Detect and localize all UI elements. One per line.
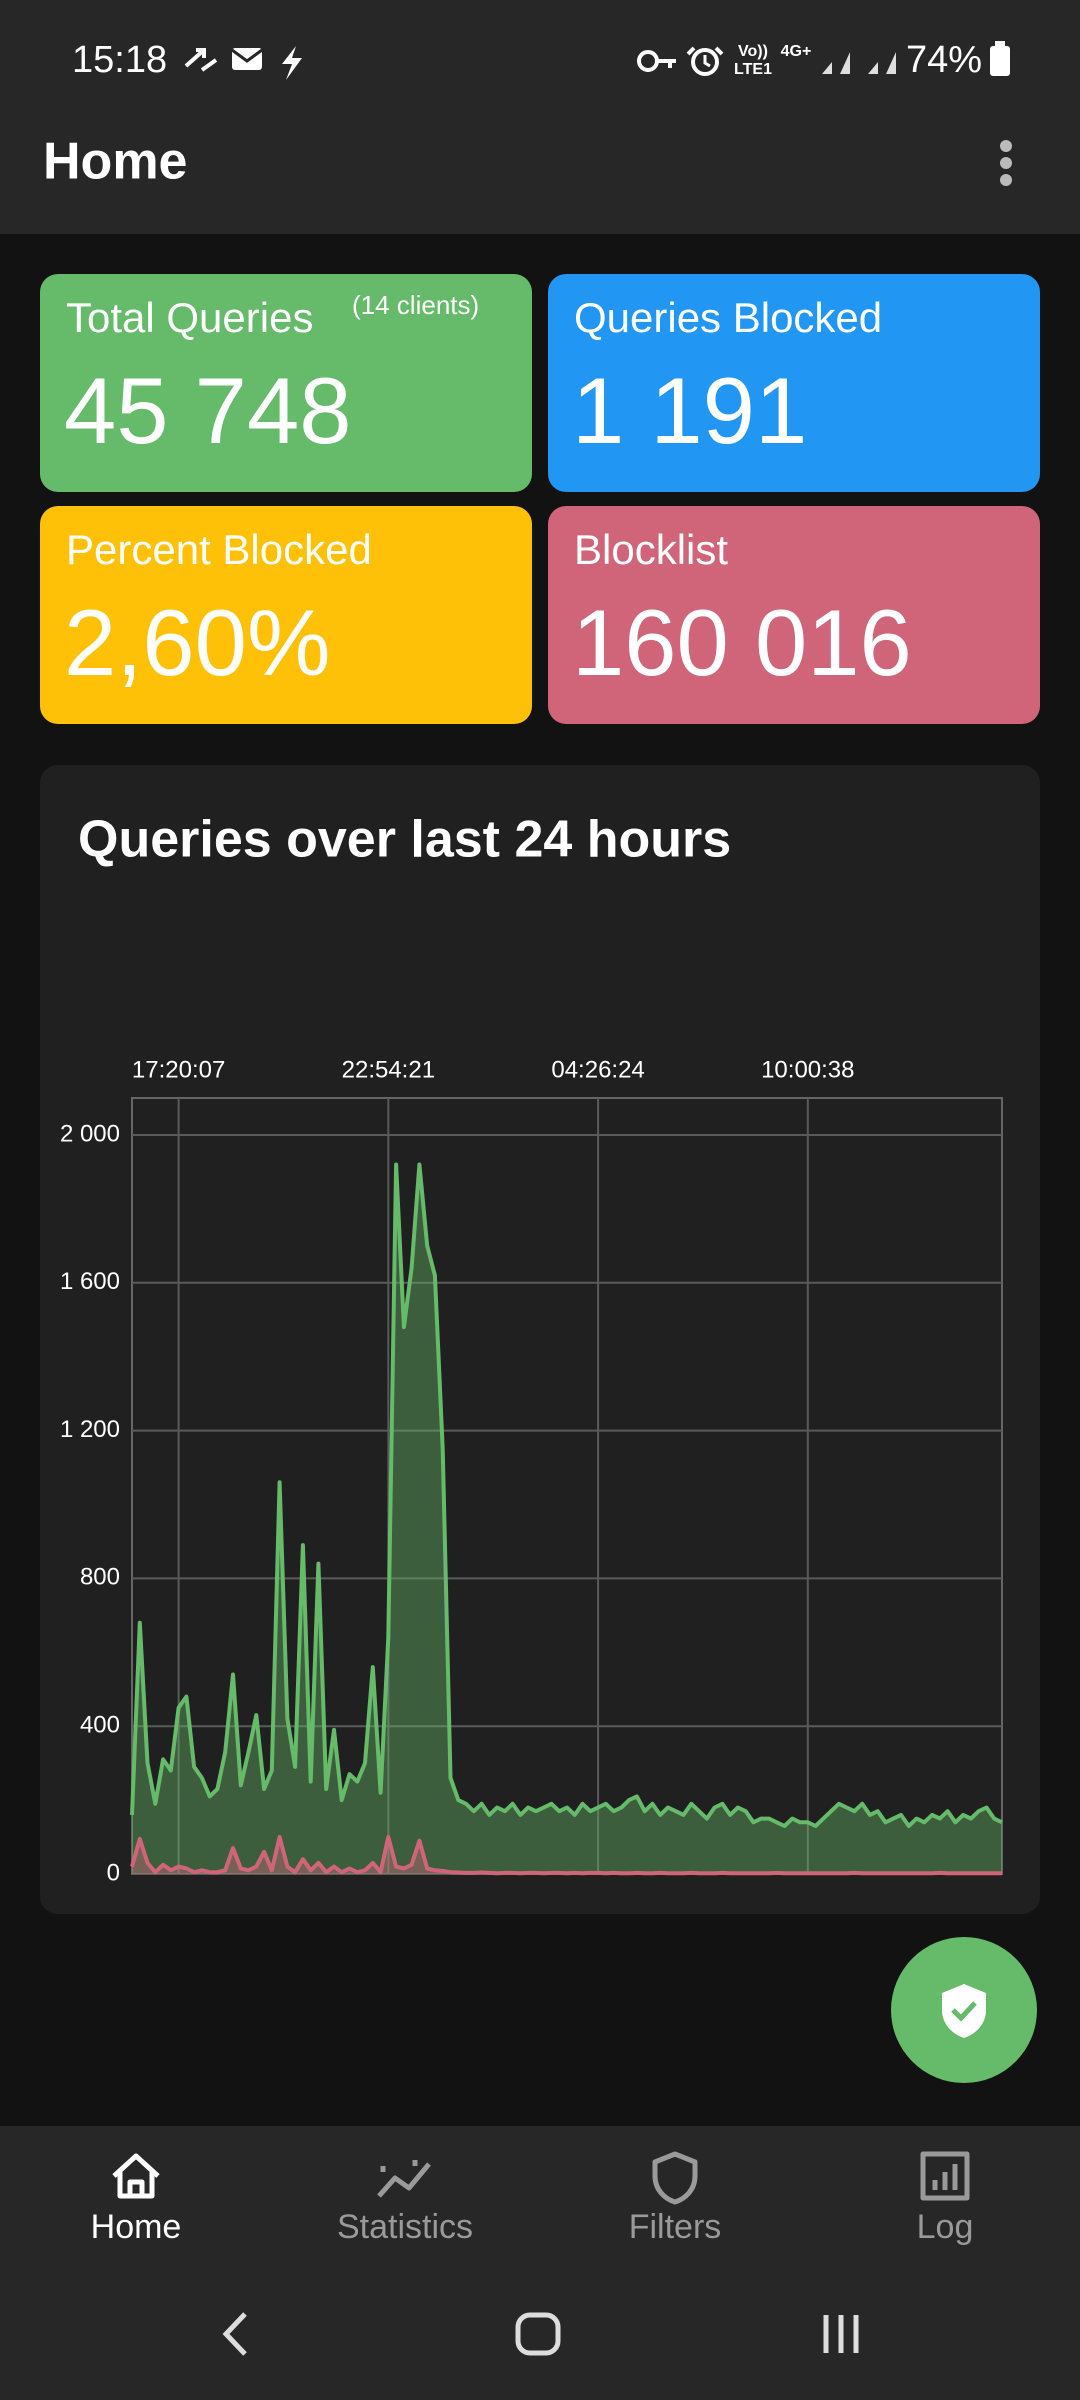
card-title: Percent Blocked xyxy=(66,526,372,573)
series-line xyxy=(130,1162,1003,1828)
y-tick-label: 800 xyxy=(80,1564,120,1591)
x-tick-label: 04:26:24 xyxy=(551,1056,644,1083)
stat-card: Queries Blocked 1 191 xyxy=(548,274,1040,492)
chart-card xyxy=(40,765,1040,1914)
stat-card: Percent Blocked 2,60% xyxy=(40,506,532,724)
card-value: 2,60% xyxy=(64,590,331,695)
x-tick-label: 22:54:21 xyxy=(342,1056,435,1083)
nav-icon xyxy=(377,2160,431,2198)
stat-card: Blocklist 160 016 xyxy=(548,506,1040,724)
nav-icon xyxy=(652,2151,698,2205)
nav-item[interactable]: Statistics xyxy=(337,2160,473,2246)
plot: 0 400 800 1 200 1 600 2 000 17:20:07 22:54:21 04… xyxy=(60,1056,1003,1886)
x-tick-label: 10:00:38 xyxy=(761,1056,854,1083)
recents-button[interactable] xyxy=(823,2315,859,2353)
status-right-icons xyxy=(637,41,1010,76)
y-tick-label: 1 200 xyxy=(60,1416,120,1443)
status-network: 4G+ xyxy=(781,43,812,60)
nav-item[interactable]: Home xyxy=(91,2153,182,2246)
card-bg xyxy=(548,506,1040,724)
y-tick-label: 2 000 xyxy=(60,1120,120,1147)
nav-item[interactable]: Log xyxy=(917,2151,974,2246)
bottom-bars xyxy=(0,2126,1080,2400)
card-title: Blocklist xyxy=(574,526,728,573)
nav-label: Statistics xyxy=(337,2208,473,2246)
home-button[interactable] xyxy=(515,2312,561,2356)
stat-card: Total Queries (14 clients) 45 748 xyxy=(40,274,532,492)
nav-icon xyxy=(920,2151,970,2201)
status-time: 15:18 xyxy=(72,39,167,81)
card-title: Queries Blocked xyxy=(574,294,882,341)
top-bars xyxy=(0,0,1080,234)
overflow-menu[interactable] xyxy=(1000,140,1012,186)
chart-title: Queries over last 24 hours xyxy=(78,811,731,869)
card-note: (14 clients) xyxy=(352,290,479,320)
back-button[interactable] xyxy=(222,2312,247,2356)
x-tick-label: 17:20:07 xyxy=(132,1056,225,1083)
bottom-nav: Home Statistics Filters Log xyxy=(91,2151,974,2246)
summary-cards: Total Queries (14 clients) 45 748 Queries B… xyxy=(40,274,1040,724)
nav-icon xyxy=(112,2153,160,2199)
nav-label: Home xyxy=(91,2208,182,2246)
nav-item[interactable]: Filters xyxy=(629,2151,722,2246)
card-bg xyxy=(548,274,1040,492)
status-volte: Vo)) xyxy=(738,43,768,60)
series-area xyxy=(132,1164,1002,1874)
card-value: 1 191 xyxy=(572,358,807,463)
y-tick-label: 1 600 xyxy=(60,1268,120,1295)
protection-button[interactable] xyxy=(891,1937,1037,2083)
status-battery: 74% xyxy=(906,39,982,81)
card-value: 160 016 xyxy=(572,590,912,695)
series-line xyxy=(130,1835,1002,1876)
system-nav xyxy=(222,2312,859,2356)
card-bg xyxy=(40,274,532,492)
card-title: Total Queries xyxy=(66,294,313,341)
status-lte: LTE1 xyxy=(734,61,772,78)
app-title: Home xyxy=(43,133,187,191)
card-bg xyxy=(40,506,532,724)
card-value: 45 748 xyxy=(64,358,352,463)
y-tick-label: 0 xyxy=(107,1859,120,1886)
y-tick-label: 400 xyxy=(80,1712,120,1739)
nav-label: Log xyxy=(917,2208,974,2246)
status-left-icons xyxy=(184,46,302,80)
nav-label: Filters xyxy=(629,2208,722,2246)
